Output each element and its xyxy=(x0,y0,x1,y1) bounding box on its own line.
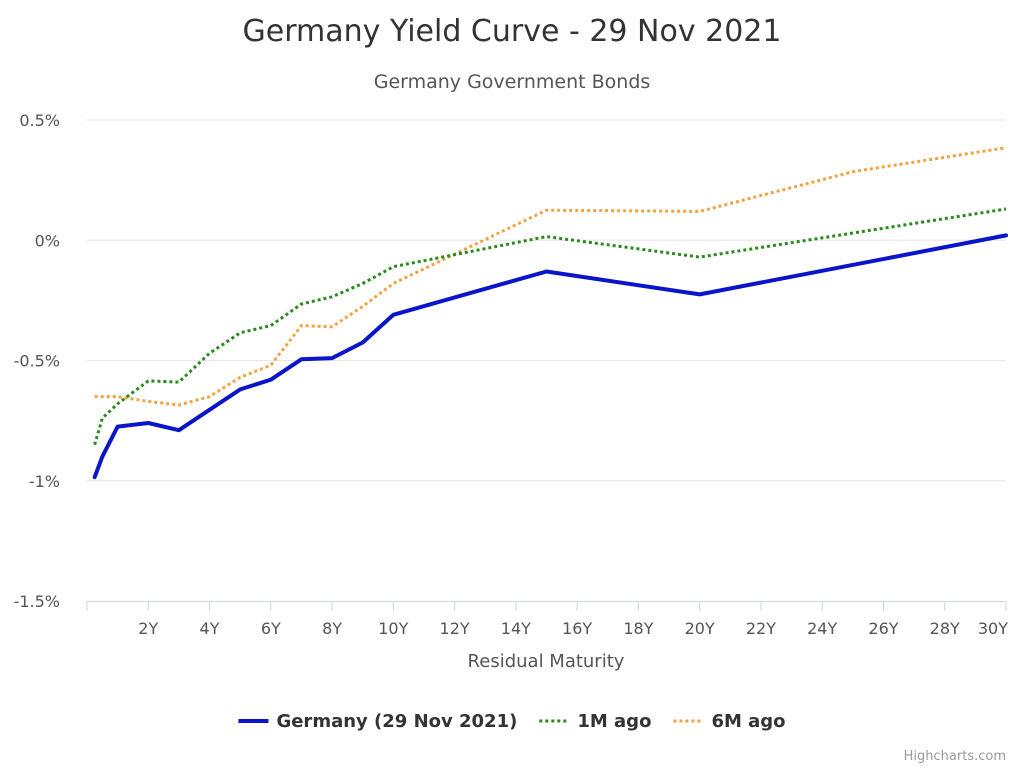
x-axis-labels: 2Y 4Y 6Y 8Y 10Y 12Y 14Y 16Y 18Y 20Y 22Y 24Y 26Y 28Y 30… xyxy=(138,619,1008,638)
x-tick-label: 22Y xyxy=(746,619,776,638)
x-tick-label: 2Y xyxy=(138,619,158,638)
y-axis-labels: 0.5% 0% -0.5% -1% -1.5% xyxy=(14,111,60,611)
y-tick-label: -0.5% xyxy=(14,352,60,371)
y-tick-label: -1% xyxy=(29,472,60,491)
chart-title: Germany Yield Curve - 29 Nov 2021 xyxy=(243,14,782,49)
x-tick-label: 14Y xyxy=(501,619,531,638)
legend-item-label[interactable]: Germany (29 Nov 2021) xyxy=(276,711,517,732)
y-tick-label: 0% xyxy=(35,231,60,250)
legend-item-label[interactable]: 1M ago xyxy=(577,711,651,732)
x-tick-label: 18Y xyxy=(623,619,653,638)
x-tick-label: 28Y xyxy=(930,619,960,638)
x-axis-title: Residual Maturity xyxy=(468,651,625,672)
y-tick-label: -1.5% xyxy=(14,592,60,611)
x-tick-label: 4Y xyxy=(200,619,220,638)
chart-subtitle: Germany Government Bonds xyxy=(374,71,651,93)
y-tick-label: 0.5% xyxy=(19,111,60,130)
x-tick-label: 10Y xyxy=(378,619,408,638)
x-axis xyxy=(86,601,1007,611)
x-tick-label: 12Y xyxy=(440,619,470,638)
x-tick-label: 16Y xyxy=(562,619,592,638)
legend-item-label[interactable]: 6M ago xyxy=(711,711,785,732)
x-tick-label: 8Y xyxy=(322,619,342,638)
series-line-1m-ago[interactable] xyxy=(93,207,1007,446)
gridlines xyxy=(87,119,1006,482)
credits-link[interactable]: Highcharts.com xyxy=(904,749,1006,764)
x-tick-label: 24Y xyxy=(807,619,837,638)
x-tick-label: 6Y xyxy=(261,619,281,638)
series-line-germany-29-nov-2021[interactable] xyxy=(92,233,1008,480)
legend: Germany (29 Nov 2021) 1M ago 6M ago xyxy=(238,711,786,732)
series-line-6m-ago[interactable] xyxy=(94,146,1007,407)
series-lines xyxy=(92,146,1008,480)
x-tick-label: 20Y xyxy=(685,619,715,638)
x-tick-label: 26Y xyxy=(868,619,898,638)
x-tick-label: 30Y xyxy=(978,619,1008,638)
